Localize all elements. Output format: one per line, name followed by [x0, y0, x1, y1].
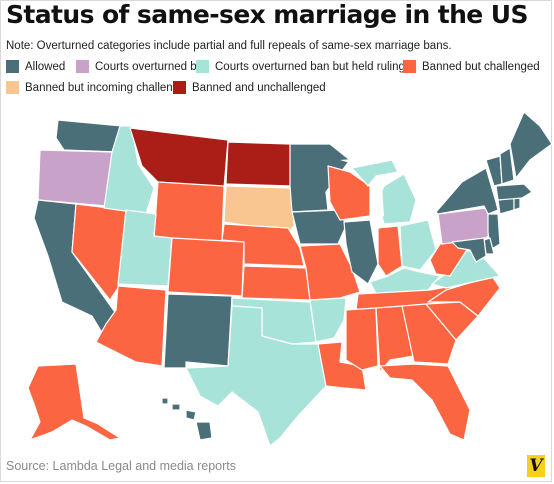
state-mo	[299, 243, 361, 301]
state-la	[317, 341, 367, 391]
legend-label-unchallenged: Banned and unchallenged	[192, 81, 326, 94]
legend-swatch-unchallenged	[173, 81, 186, 94]
state-co	[167, 237, 245, 297]
state-ar	[309, 297, 347, 343]
state-md	[451, 237, 487, 263]
legend-swatch-overturned	[76, 60, 89, 73]
state-nd	[225, 141, 293, 187]
state-ak	[27, 363, 121, 441]
state-al	[375, 305, 415, 373]
hawaii-kauai	[161, 397, 169, 405]
legend-item-unchallenged: Banned and unchallenged	[173, 81, 326, 94]
state-ms	[345, 307, 379, 371]
legend-item-incoming: Banned but incoming challenge	[6, 81, 185, 94]
state-fl	[379, 363, 471, 441]
state-wa	[55, 119, 123, 153]
lake-superior	[340, 156, 390, 166]
state-il	[343, 219, 379, 285]
hawaii-oahu	[171, 403, 181, 411]
state-az	[95, 285, 167, 367]
state-ks	[241, 265, 311, 301]
legend-label-overturned: Courts overturned ban	[95, 60, 210, 73]
state-wi	[327, 165, 371, 221]
legend-swatch-incoming	[6, 81, 19, 94]
state-wy	[153, 181, 225, 243]
hawaii-maui	[185, 409, 197, 421]
source-note: Source: Lambda Legal and media reports	[6, 459, 237, 473]
state-ny	[435, 167, 499, 215]
state-nh	[499, 147, 515, 185]
legend-item-challenged: Banned but challenged	[403, 60, 540, 73]
legend-item-overturned: Courts overturned ban	[76, 60, 209, 73]
state-ga	[401, 303, 457, 365]
map-note: Note: Overturned categories include part…	[6, 40, 452, 52]
state-ma	[495, 183, 533, 201]
state-in	[377, 225, 403, 277]
legend-label-incoming: Banned but incoming challenge	[25, 81, 186, 94]
legend-label-held: Courts overturned ban but held ruling	[215, 60, 405, 73]
us-map	[27, 111, 553, 447]
state-oh	[399, 219, 437, 271]
state-nc	[427, 275, 501, 317]
state-sd	[223, 185, 295, 233]
hawaii-big-island	[195, 421, 213, 441]
state-tx	[185, 305, 327, 447]
legend-item-held: Courts overturned ban but held ruling	[196, 60, 405, 73]
map-title: Status of same-sex marriage in the US	[6, 0, 528, 29]
state-or	[37, 149, 113, 207]
state-hi	[161, 397, 213, 441]
legend-swatch-challenged	[403, 60, 416, 73]
state-pa	[437, 207, 495, 245]
state-nm	[163, 293, 233, 369]
legend-swatch-held	[196, 60, 209, 73]
state-mn	[289, 143, 351, 213]
legend-label-challenged: Banned but challenged	[422, 60, 540, 73]
lake-michigan	[372, 184, 384, 220]
legend-label-allowed: Allowed	[25, 60, 66, 73]
vox-logo: V	[527, 455, 545, 477]
state-me	[509, 111, 553, 179]
legend-swatch-allowed	[6, 60, 19, 73]
state-ri	[513, 197, 521, 211]
legend: Allowed Courts overturned ban Courts ove…	[6, 60, 551, 100]
state-ne	[221, 223, 305, 267]
legend-item-allowed: Allowed	[6, 60, 65, 73]
